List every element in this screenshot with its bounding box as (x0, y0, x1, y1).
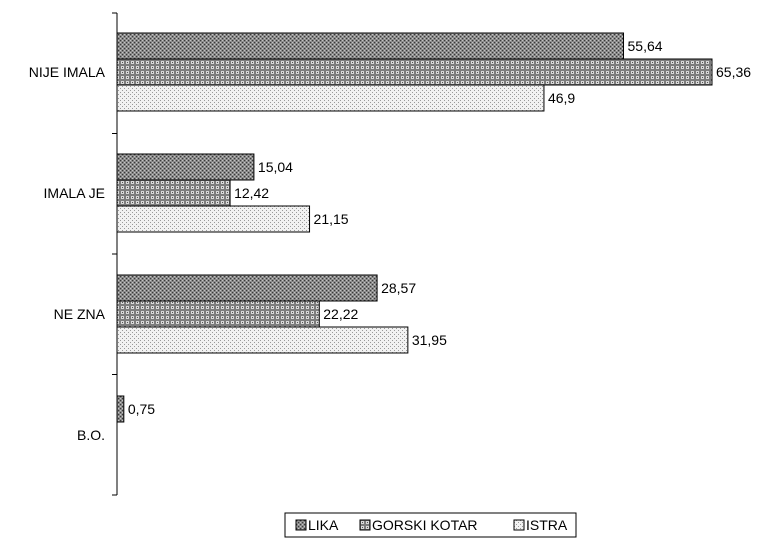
legend-swatch (359, 519, 371, 531)
data-label: 31,95 (412, 332, 447, 348)
bar-lika (116, 274, 378, 302)
bar-lika (116, 395, 125, 423)
legend-entry: ISTRA (526, 517, 568, 533)
category-label: B.O. (77, 427, 105, 443)
legend-swatch (295, 519, 307, 531)
data-label: 22,22 (323, 306, 358, 322)
data-label: 55,64 (628, 38, 663, 54)
data-label: 12,42 (234, 185, 269, 201)
data-label: 46,9 (548, 90, 575, 106)
bar-istra (116, 326, 409, 354)
data-label: 0,75 (128, 401, 155, 417)
bar-gorski-kotar (116, 300, 320, 328)
category-label: IMALA JE (44, 185, 105, 201)
data-label: 21,15 (314, 211, 349, 227)
legend-swatch (513, 519, 525, 531)
bar-lika (116, 32, 625, 60)
data-label: 15,04 (258, 159, 293, 175)
data-label: 65,36 (716, 64, 751, 80)
category-label: NIJE IMALA (29, 64, 106, 80)
bar-lika (116, 153, 255, 181)
bar-istra (116, 84, 545, 112)
bar-istra (116, 205, 311, 233)
legend-entry: GORSKI KOTAR (372, 517, 478, 533)
legend-box (284, 512, 577, 538)
bar-gorski-kotar (116, 58, 713, 86)
data-label: 28,57 (381, 280, 416, 296)
legend-entry: LIKA (308, 517, 339, 533)
bar-gorski-kotar (116, 179, 231, 207)
category-label: NE ZNA (54, 306, 106, 322)
